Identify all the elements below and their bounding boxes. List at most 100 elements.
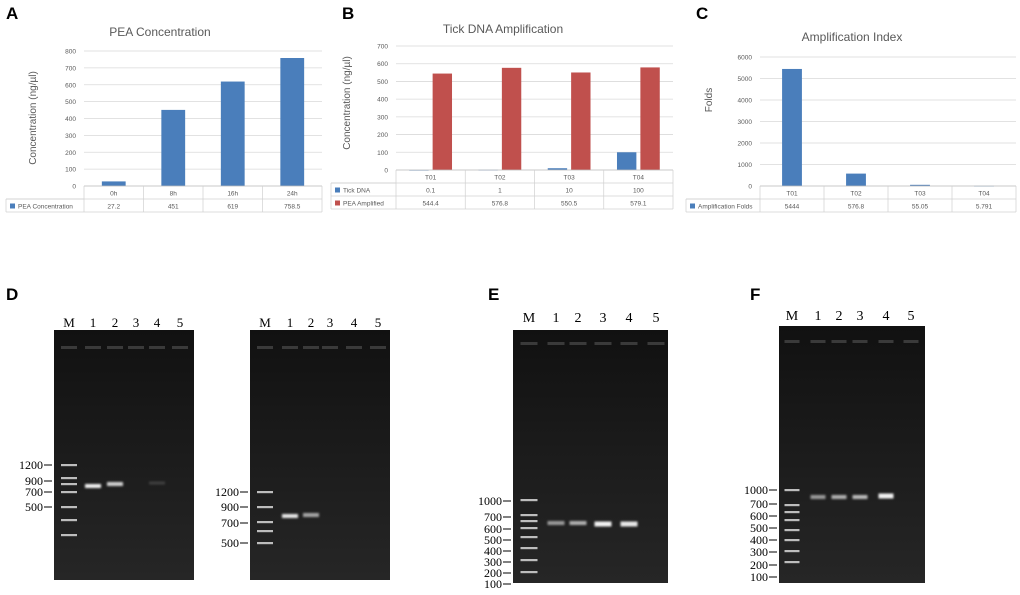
marker-size-label: 600 bbox=[750, 509, 768, 523]
dna-band bbox=[831, 495, 847, 499]
marker-size-label: 1000 bbox=[478, 494, 502, 508]
data-table-value: 579.1 bbox=[630, 201, 647, 208]
data-table-value: 758.5 bbox=[284, 204, 301, 211]
y-tick-label: 600 bbox=[377, 61, 388, 68]
chart-plot-b: 0 100 200 300 400 500 600 700 T01 T02 T03 T04 Tick D… bbox=[330, 44, 674, 210]
marker-size-label: 100 bbox=[484, 577, 502, 590]
lane-label: 3 bbox=[857, 309, 864, 324]
data-table-value: 10 bbox=[566, 188, 574, 195]
data-table-value: 576.8 bbox=[492, 201, 509, 208]
lane-label: 5 bbox=[177, 315, 184, 330]
bar bbox=[910, 184, 930, 186]
marker-size-label: 600 bbox=[484, 522, 502, 536]
y-tick-label: 700 bbox=[65, 65, 76, 72]
lane-label: 4 bbox=[154, 315, 161, 330]
gel-well bbox=[903, 340, 919, 343]
bar bbox=[846, 173, 866, 186]
y-tick-label: 600 bbox=[65, 82, 76, 89]
gel-well bbox=[85, 346, 101, 349]
dna-band bbox=[303, 513, 319, 517]
marker-size-label: 900 bbox=[221, 500, 239, 514]
gel-well bbox=[831, 340, 847, 343]
ladder-band bbox=[784, 529, 800, 532]
y-axis-title: Concentration (ng/µl) bbox=[28, 71, 39, 165]
chart-title: Amplification Index bbox=[802, 30, 903, 44]
marker-size-label: 100 bbox=[750, 570, 768, 584]
lane-label: 3 bbox=[600, 311, 607, 326]
gel-well bbox=[520, 342, 538, 345]
lane-label: 2 bbox=[308, 315, 315, 330]
ladder-band bbox=[61, 534, 77, 537]
lane-label: 5 bbox=[375, 315, 382, 330]
data-table-value: 5.791 bbox=[976, 204, 993, 211]
ladder-band bbox=[257, 506, 273, 509]
gel-background bbox=[513, 330, 668, 583]
chart-title: Tick DNA Amplification bbox=[443, 22, 563, 36]
marker-size-label: 400 bbox=[750, 533, 768, 547]
ladder-band bbox=[520, 547, 538, 550]
bar bbox=[432, 73, 453, 170]
legend-key bbox=[335, 187, 340, 193]
gel-well bbox=[322, 346, 338, 349]
ladder-band bbox=[520, 559, 538, 562]
data-table-value: 550.5 bbox=[561, 201, 578, 208]
y-tick-label: 100 bbox=[377, 150, 388, 157]
ladder-band bbox=[520, 536, 538, 539]
bar bbox=[220, 81, 245, 186]
y-tick-label: 3000 bbox=[738, 119, 753, 126]
data-table-value: 55.05 bbox=[912, 204, 929, 211]
ladder-band bbox=[520, 571, 538, 574]
bar bbox=[782, 68, 802, 186]
marker-size-label: 300 bbox=[484, 555, 502, 569]
ladder-band bbox=[520, 527, 538, 530]
marker-size-label: 1200 bbox=[215, 485, 239, 499]
y-tick-label: 2000 bbox=[738, 141, 753, 148]
legend-label: Amplification Folds bbox=[698, 204, 753, 211]
gel-well bbox=[282, 346, 298, 349]
chart-amplification-index: Amplification Index Folds 0 1000 2000 3000 4… bbox=[685, 30, 1017, 213]
bar bbox=[501, 67, 522, 170]
ladder-band bbox=[61, 491, 77, 494]
marker-size-label: 700 bbox=[484, 510, 502, 524]
bar bbox=[616, 152, 637, 170]
dna-band bbox=[810, 495, 826, 499]
marker-size-label: 500 bbox=[484, 533, 502, 547]
gel-well bbox=[569, 342, 587, 345]
ladder-band bbox=[257, 530, 273, 533]
x-tick-label: T01 bbox=[425, 175, 437, 182]
lane-label: M bbox=[523, 311, 536, 326]
ladder-band bbox=[520, 499, 538, 502]
y-tick-label: 500 bbox=[377, 79, 388, 86]
lane-label: 1 bbox=[90, 315, 97, 330]
y-tick-label: 0 bbox=[384, 168, 388, 175]
gel-well bbox=[172, 346, 188, 349]
marker-size-label: 900 bbox=[25, 474, 43, 488]
dna-band bbox=[878, 493, 894, 499]
data-table-value: 576.8 bbox=[848, 204, 865, 211]
data-table-value: 0.1 bbox=[426, 188, 435, 195]
data-table-value: 451 bbox=[168, 204, 179, 211]
legend-key bbox=[690, 203, 695, 209]
legend-label: PEA Concentration bbox=[18, 204, 73, 211]
x-tick-label: T01 bbox=[786, 191, 798, 198]
gel-background bbox=[54, 330, 194, 580]
legend-label: PEA Amplified bbox=[343, 201, 384, 208]
panel-letter-b: B bbox=[342, 4, 354, 23]
ladder-band bbox=[784, 539, 800, 542]
gel-background bbox=[779, 326, 925, 583]
bar bbox=[547, 168, 568, 170]
dna-band bbox=[620, 521, 638, 527]
gel-well bbox=[303, 346, 319, 349]
gel-well bbox=[370, 346, 386, 349]
gel-well bbox=[852, 340, 868, 343]
lane-label: 1 bbox=[287, 315, 294, 330]
marker-size-label: 500 bbox=[221, 536, 239, 550]
ladder-band bbox=[257, 542, 273, 545]
data-table-value: 100 bbox=[633, 188, 644, 195]
lane-label: M bbox=[63, 315, 75, 330]
data-table-value: 1 bbox=[498, 188, 502, 195]
lane-label: 4 bbox=[626, 311, 633, 326]
y-tick-label: 1000 bbox=[738, 162, 753, 169]
